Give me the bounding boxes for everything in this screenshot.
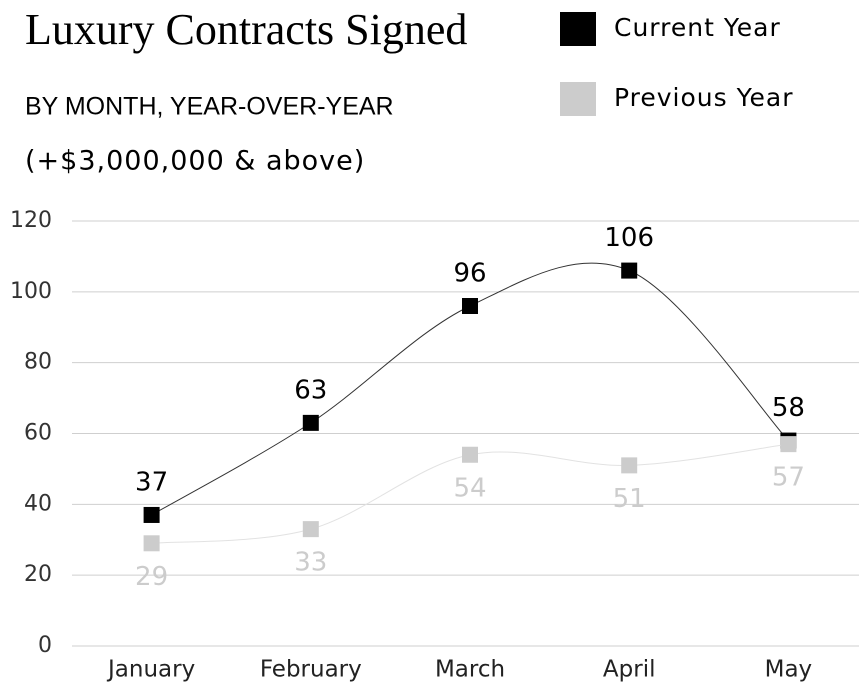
data-label: 51 <box>613 484 646 514</box>
data-label: 58 <box>772 393 805 423</box>
data-label: 37 <box>135 467 168 497</box>
data-label: 29 <box>135 562 168 592</box>
y-tick-label: 60 <box>24 421 52 446</box>
marker <box>621 457 638 474</box>
x-tick-label: January <box>106 657 195 683</box>
data-label: 57 <box>772 463 805 493</box>
marker <box>621 262 638 279</box>
marker <box>143 506 160 523</box>
chart-title: Luxury Contracts Signed <box>25 5 467 54</box>
y-tick-label: 120 <box>10 208 52 233</box>
y-tick-label: 40 <box>24 491 52 516</box>
x-tick-label: March <box>435 657 505 683</box>
data-label: 96 <box>453 259 486 289</box>
data-label: 63 <box>294 375 327 405</box>
marker <box>302 521 319 538</box>
legend-label: Previous Year <box>614 83 794 112</box>
marker <box>143 535 160 552</box>
marker <box>462 298 478 314</box>
y-tick-label: 20 <box>24 562 52 587</box>
data-label: 106 <box>604 223 654 253</box>
y-tick-label: 0 <box>38 633 52 658</box>
data-label: 33 <box>294 548 327 578</box>
legend-swatch <box>560 12 596 46</box>
y-tick-label: 100 <box>10 279 52 304</box>
x-tick-label: May <box>765 657 813 683</box>
data-label: 54 <box>453 473 486 503</box>
marker <box>780 436 797 453</box>
y-tick-label: 80 <box>24 350 52 375</box>
chart-annotation: (+$3,000,000 & above) <box>25 146 365 177</box>
legend-label: Current Year <box>614 13 781 42</box>
legend-swatch <box>560 82 596 116</box>
x-tick-label: April <box>603 657 656 683</box>
marker <box>462 446 478 463</box>
marker <box>302 414 319 431</box>
x-tick-label: February <box>260 657 362 683</box>
chart-subtitle: BY MONTH, YEAR-OVER-YEAR <box>25 93 394 121</box>
